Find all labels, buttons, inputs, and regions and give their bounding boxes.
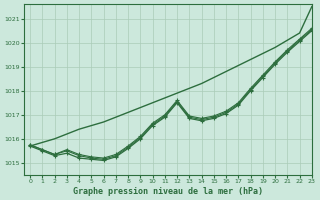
X-axis label: Graphe pression niveau de la mer (hPa): Graphe pression niveau de la mer (hPa) <box>73 187 263 196</box>
